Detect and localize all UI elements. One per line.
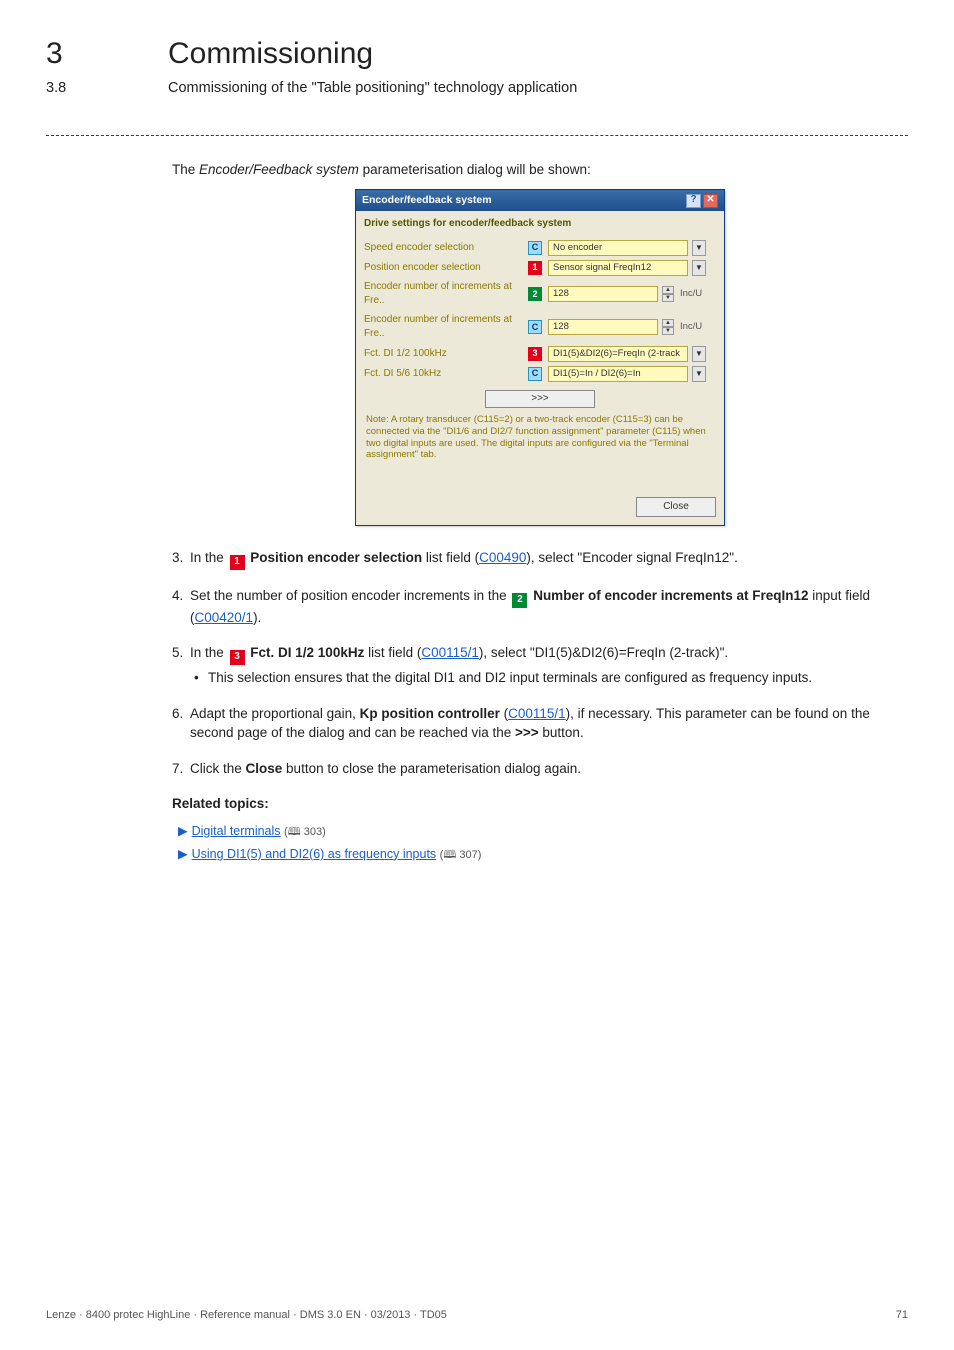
dialog-titlebar: Encoder/feedback system ? ✕ [356, 190, 724, 211]
spinner[interactable]: ▲▼ [662, 286, 674, 302]
intro-text: The Encoder/Feedback system parameterisa… [172, 160, 908, 180]
dialog-note: Note: A rotary transducer (C115=2) or a … [364, 410, 716, 466]
page-ref: (🕮 303) [284, 826, 326, 838]
row-fct-12: Fct. DI 1/2 100kHz 3 DI1(5)&DI2(6)=FreqI… [364, 344, 716, 364]
bold: Position encoder selection [247, 550, 423, 565]
intro-em: Encoder/Feedback system [199, 162, 359, 177]
label: Fct. DI 5/6 10kHz [364, 367, 524, 382]
txt: list field ( [364, 645, 421, 660]
label: Encoder number of increments at Fre.. [364, 313, 524, 342]
txt: button. [539, 725, 584, 740]
divider [46, 135, 908, 136]
bold: Fct. DI 1/2 100kHz [247, 645, 365, 660]
step-4: Set the number of position encoder incre… [172, 586, 908, 627]
unit: Inc/U [680, 287, 702, 301]
tag-c: C [528, 367, 542, 381]
txt: Adapt the proportional gain, [190, 706, 360, 721]
related-2: ▶ Using DI1(5) and DI2(6) as frequency in… [178, 845, 908, 864]
page-num: 303 [304, 826, 322, 838]
chapter-title: Commissioning [168, 32, 373, 76]
unit: Inc/U [680, 320, 702, 334]
intro-pre: The [172, 162, 199, 177]
txt: In the [190, 645, 228, 660]
label: Speed encoder selection [364, 241, 524, 256]
step-5-bullet: This selection ensures that the digital … [190, 668, 908, 688]
field-speed-encoder[interactable]: No encoder [548, 240, 688, 256]
step-6: Adapt the proportional gain, Kp position… [172, 704, 908, 743]
link-freq-inputs[interactable]: Using DI1(5) and DI2(6) as frequency inp… [192, 847, 437, 861]
badge-2: 2 [512, 593, 527, 608]
row-inc-2: Encoder number of increments at Fre.. C … [364, 311, 716, 344]
row-inc-1: Encoder number of increments at Fre.. 2 … [364, 278, 716, 311]
txt: ( [500, 706, 508, 721]
link-c00420-1[interactable]: C00420/1 [195, 610, 254, 625]
dropdown-icon[interactable]: ▼ [692, 260, 706, 276]
row-fct-56: Fct. DI 5/6 10kHz C DI1(5)=In / DI2(6)=I… [364, 364, 716, 384]
close-button[interactable]: Close [636, 497, 716, 517]
dropdown-icon[interactable]: ▼ [692, 346, 706, 362]
bold: Close [246, 761, 283, 776]
dialog-body: Speed encoder selection C No encoder ▼ P… [356, 236, 724, 474]
bold: Number of encoder increments at FreqIn12 [529, 588, 808, 603]
footer-page-number: 71 [896, 1308, 908, 1324]
dropdown-icon[interactable]: ▼ [692, 366, 706, 382]
link-c00115-1b[interactable]: C00115/1 [508, 706, 566, 721]
footer-left: Lenze · 8400 protec HighLine · Reference… [46, 1308, 447, 1324]
row-speed-encoder: Speed encoder selection C No encoder ▼ [364, 238, 716, 258]
step-7: Click the Close button to close the para… [172, 759, 908, 779]
link-digital-terminals[interactable]: Digital terminals [192, 824, 281, 838]
intro-post: parameterisation dialog will be shown: [359, 162, 591, 177]
dropdown-icon[interactable]: ▼ [692, 240, 706, 256]
bold: >>> [515, 725, 539, 740]
tag-c: C [528, 241, 542, 255]
spinner[interactable]: ▲▼ [662, 319, 674, 335]
txt: button to close the parameterisation dia… [282, 761, 581, 776]
chapter-number: 3 [46, 32, 128, 76]
field-position-encoder[interactable]: Sensor signal FreqIn12 [548, 260, 688, 276]
dialog-title: Encoder/feedback system [362, 193, 492, 208]
more-button[interactable]: >>> [485, 390, 595, 408]
related-heading: Related topics: [172, 794, 908, 814]
badge-1: 1 [230, 555, 245, 570]
bold: Kp position controller [360, 706, 500, 721]
txt: In the [190, 550, 228, 565]
txt: list field ( [422, 550, 479, 565]
field-fct-12[interactable]: DI1(5)&DI2(6)=FreqIn (2-track [548, 346, 688, 362]
page-num: 307 [459, 849, 477, 861]
label: Encoder number of increments at Fre.. [364, 280, 524, 309]
txt: Set the number of position encoder incre… [190, 588, 510, 603]
label: Fct. DI 1/2 100kHz [364, 347, 524, 362]
label: Position encoder selection [364, 261, 524, 276]
triangle-icon: ▶ [178, 824, 188, 838]
page-ref: (🕮 307) [440, 849, 482, 861]
tag-2: 2 [528, 287, 542, 301]
txt: ). [253, 610, 261, 625]
close-icon[interactable]: ✕ [703, 194, 718, 208]
dialog-subtitle: Drive settings for encoder/feedback syst… [356, 211, 724, 236]
txt: ), select "DI1(5)&DI2(6)=FreqIn (2-track… [479, 645, 728, 660]
step-3: In the 1 Position encoder selection list… [172, 548, 908, 570]
badge-3: 3 [230, 650, 245, 665]
field-fct-56[interactable]: DI1(5)=In / DI2(6)=In [548, 366, 688, 382]
link-c00490[interactable]: C00490 [479, 550, 526, 565]
step-5: In the 3 Fct. DI 1/2 100kHz list field (… [172, 643, 908, 687]
section-title: Commissioning of the "Table positioning"… [168, 78, 577, 99]
triangle-icon: ▶ [178, 847, 188, 861]
encoder-dialog: Encoder/feedback system ? ✕ Drive settin… [355, 189, 725, 526]
page-footer: Lenze · 8400 protec HighLine · Reference… [46, 1308, 908, 1324]
link-c00115-1[interactable]: C00115/1 [421, 645, 479, 660]
tag-1: 1 [528, 261, 542, 275]
txt: ), select "Encoder signal FreqIn12". [526, 550, 737, 565]
section-number: 3.8 [46, 78, 128, 99]
row-position-encoder: Position encoder selection 1 Sensor sign… [364, 258, 716, 278]
help-icon[interactable]: ? [686, 194, 701, 208]
field-inc-1[interactable]: 128 [548, 286, 658, 302]
tag-c: C [528, 320, 542, 334]
txt: Click the [190, 761, 246, 776]
related-1: ▶ Digital terminals (🕮 303) [178, 822, 908, 841]
field-inc-2[interactable]: 128 [548, 319, 658, 335]
tag-3: 3 [528, 347, 542, 361]
